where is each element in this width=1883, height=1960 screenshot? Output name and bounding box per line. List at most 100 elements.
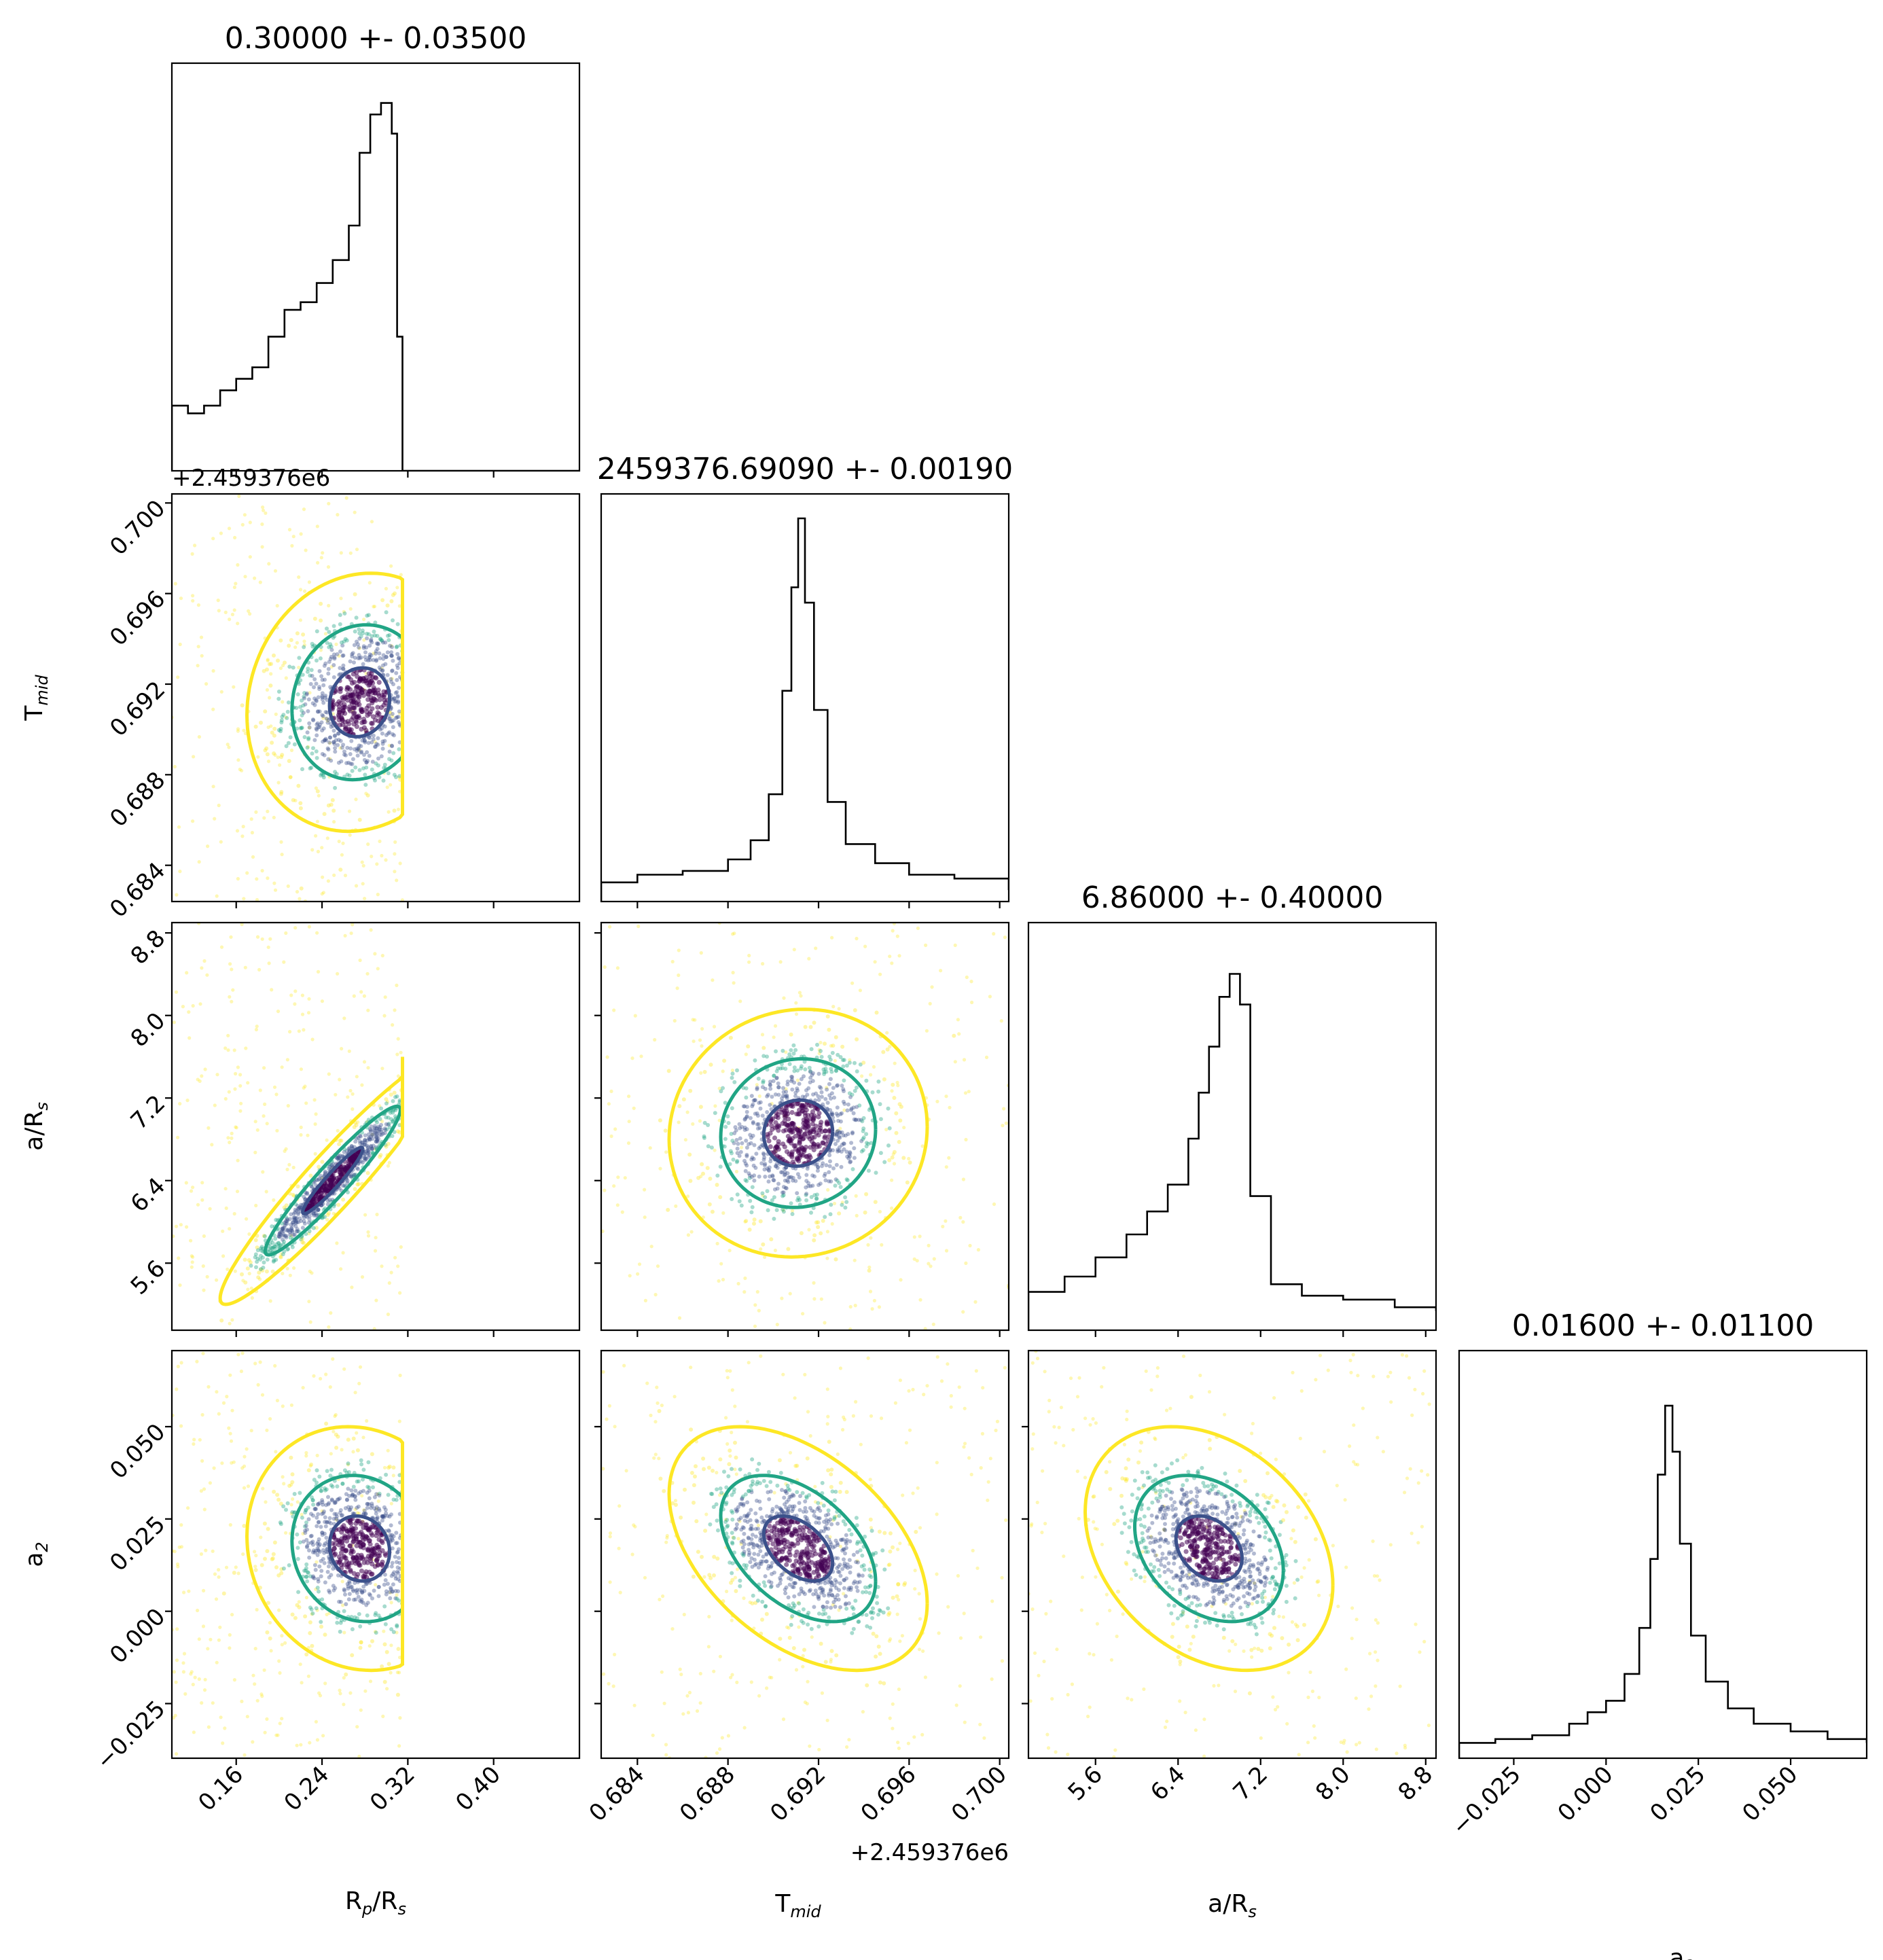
scatter-point (765, 1166, 770, 1171)
scatter-point (380, 1514, 384, 1519)
scatter-point (382, 762, 387, 767)
scatter-point (259, 1535, 263, 1539)
scatter-point (266, 1527, 270, 1531)
scatter-point (175, 1752, 179, 1756)
scatter-point (299, 1202, 303, 1207)
scatter-point (285, 1167, 289, 1171)
scatter-point (176, 1135, 180, 1139)
scatter-point (331, 624, 336, 628)
scatter-point (730, 1571, 734, 1575)
scatter-point (702, 1120, 707, 1125)
scatter-point (327, 1501, 331, 1505)
scatter-point (613, 1127, 617, 1131)
scatter-point (380, 1131, 385, 1136)
scatter-point (388, 1596, 393, 1601)
scatter-point (227, 527, 232, 531)
scatter-point (282, 1205, 287, 1210)
scatter-point (243, 575, 247, 579)
scatter-point (362, 738, 367, 743)
scatter-point (276, 728, 281, 732)
scatter-point (247, 1258, 251, 1262)
scatter-point (830, 936, 834, 940)
scatter-point (939, 969, 943, 973)
scatter-point (221, 1401, 226, 1405)
scatter-point (761, 1079, 766, 1084)
scatter-point (255, 1607, 259, 1611)
scatter-point (799, 1231, 804, 1236)
scatter-point (319, 1512, 324, 1516)
scatter-point (331, 675, 336, 679)
scatter-point (304, 1575, 308, 1579)
scatter-point (759, 1562, 764, 1567)
scatter-point (809, 1211, 813, 1215)
scatter-point (380, 954, 384, 958)
scatter-point (384, 1097, 389, 1101)
scatter-point (367, 1592, 372, 1597)
scatter-point (385, 633, 390, 638)
scatter-point (845, 1562, 850, 1567)
scatter-point (274, 1565, 279, 1569)
scatter-point (372, 1495, 377, 1499)
scatter-point (367, 1137, 372, 1142)
scatter-point (294, 1209, 299, 1213)
scatter-point (842, 1417, 846, 1422)
scatter-point (291, 1220, 295, 1225)
scatter-point (264, 511, 268, 515)
scatter-point (279, 1255, 283, 1259)
scatter-point (334, 1092, 338, 1097)
scatter-point (363, 1138, 367, 1143)
scatter-point (359, 990, 363, 994)
scatter-point (242, 897, 246, 901)
scatter-point (328, 685, 333, 690)
scatter-point (771, 1079, 776, 1084)
scatter-point (648, 1146, 652, 1150)
scatter-point (745, 1152, 749, 1157)
scatter-point (786, 1175, 791, 1180)
scatter-point (805, 1702, 809, 1706)
scatter-point (344, 1492, 348, 1497)
scatter-point (303, 589, 307, 593)
scatter-point (730, 1388, 734, 1392)
scatter-point (347, 1592, 352, 1597)
scatter-point (898, 1118, 903, 1123)
scatter-point (845, 1745, 849, 1749)
scatter-point (322, 1509, 326, 1514)
scatter-point (255, 1260, 259, 1264)
scatter-point (729, 1675, 733, 1679)
scatter-point (328, 1385, 332, 1389)
scatter-point (316, 1512, 321, 1516)
scatter-point (323, 1515, 327, 1520)
scatter-point (715, 1751, 719, 1755)
scatter-point (373, 1249, 378, 1253)
scatter-point (310, 751, 315, 756)
scatter-point (395, 1569, 400, 1574)
scatter-point (284, 1203, 289, 1208)
scatter-point (355, 1431, 359, 1435)
scatter-point (243, 965, 247, 969)
scatter-point (342, 1703, 346, 1707)
scatter-point (778, 960, 783, 964)
scatter-point (817, 1052, 821, 1056)
scatter-point (383, 1508, 388, 1512)
scatter-point (747, 1171, 751, 1176)
scatter-point (1004, 1518, 1008, 1522)
scatter-point (314, 1112, 318, 1116)
scatter-point (319, 720, 324, 725)
scatter-point (820, 1691, 824, 1695)
scatter-point (174, 1224, 179, 1228)
scatter-point (348, 1585, 353, 1590)
scatter-point (353, 765, 358, 770)
scatter-point (269, 724, 273, 728)
scatter-point (298, 705, 303, 709)
scatter-point (806, 1679, 810, 1683)
scatter-point (338, 738, 343, 743)
scatter-point (902, 1126, 906, 1130)
scatter-point (198, 1438, 202, 1442)
scatter-point (238, 1084, 243, 1088)
scatter-point (333, 1499, 338, 1504)
scatter-point (336, 1128, 340, 1133)
scatter-point (196, 1077, 200, 1082)
scatter-point (395, 878, 399, 883)
scatter-point (836, 1128, 840, 1133)
scatter-point (397, 1473, 402, 1478)
